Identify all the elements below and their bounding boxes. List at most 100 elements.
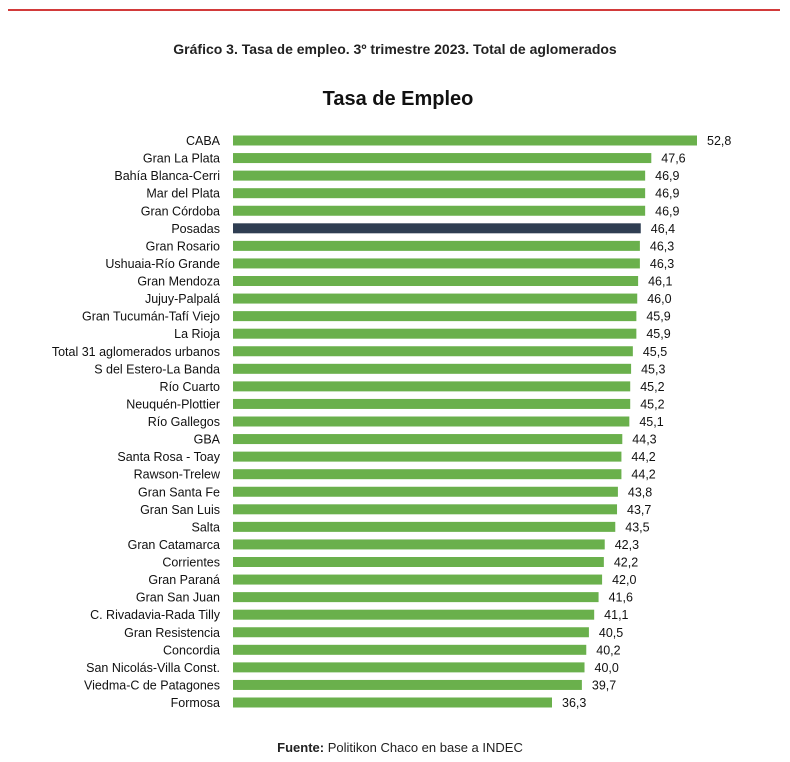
bar — [233, 679, 582, 690]
category-label: Corrientes — [162, 556, 220, 570]
bar — [233, 363, 632, 374]
value-label: 46,1 — [648, 275, 672, 289]
category-label: Posadas — [171, 222, 220, 236]
value-label: 46,9 — [655, 169, 679, 183]
figure-caption: Gráfico 3. Tasa de empleo. 3º trimestre … — [173, 41, 617, 57]
category-label: Santa Rosa - Toay — [117, 450, 220, 464]
value-label: 43,8 — [628, 485, 652, 499]
bar — [233, 644, 587, 655]
value-label: 45,9 — [646, 327, 670, 341]
value-label: 40,2 — [596, 643, 620, 657]
bar — [233, 451, 622, 462]
bar — [233, 609, 595, 620]
category-label: Jujuy-Palpalá — [145, 292, 220, 306]
value-label: 44,2 — [631, 450, 655, 464]
category-label: Total 31 aglomerados urbanos — [52, 345, 220, 359]
value-label: 45,9 — [646, 310, 670, 324]
source-label: Fuente: — [277, 740, 325, 755]
category-label: San Nicolás-Villa Const. — [86, 661, 220, 675]
category-label: Río Gallegos — [148, 415, 220, 429]
category-label: Gran Córdoba — [141, 204, 220, 218]
value-label: 39,7 — [592, 678, 616, 692]
bar — [233, 346, 633, 357]
value-label: 45,3 — [641, 362, 665, 376]
category-label: Bahía Blanca-Cerri — [114, 169, 220, 183]
category-label: Río Cuarto — [160, 380, 220, 394]
bar — [233, 153, 652, 164]
category-label: Concordia — [163, 643, 220, 657]
value-label: 41,1 — [604, 608, 628, 622]
value-label: 40,5 — [599, 626, 623, 640]
value-label: 45,1 — [639, 415, 663, 429]
value-label: 43,5 — [625, 520, 649, 534]
category-label: Salta — [192, 520, 221, 534]
value-label: 41,6 — [609, 591, 633, 605]
category-label: Gran La Plata — [143, 152, 220, 166]
value-label: 42,0 — [612, 573, 636, 587]
bar — [233, 205, 646, 216]
category-label: Gran Tucumán-Tafí Viejo — [82, 310, 220, 324]
bar — [233, 293, 638, 304]
category-label: Gran Mendoza — [137, 275, 220, 289]
source-text: Politikon Chaco en base a INDEC — [327, 740, 523, 755]
bar — [233, 504, 618, 515]
value-label: 52,8 — [707, 134, 731, 148]
value-label: 46,0 — [647, 292, 671, 306]
bar — [233, 135, 697, 146]
top-rule — [8, 9, 780, 11]
category-label: Gran Catamarca — [128, 538, 220, 552]
value-label: 44,3 — [632, 433, 656, 447]
bar — [233, 469, 622, 480]
bar — [233, 240, 640, 251]
category-label: Gran Resistencia — [124, 626, 220, 640]
bar — [233, 627, 589, 638]
value-label: 46,4 — [651, 222, 675, 236]
bar — [233, 521, 616, 532]
bar — [233, 223, 641, 234]
source-note: Fuente: Politikon Chaco en base a INDEC — [0, 740, 790, 755]
bar — [233, 328, 637, 339]
category-label: Viedma-C de Patagones — [84, 678, 220, 692]
value-label: 46,3 — [650, 239, 674, 253]
bar — [233, 697, 552, 708]
category-label: Gran San Juan — [136, 591, 220, 605]
category-label: GBA — [194, 433, 221, 447]
value-label: 44,2 — [631, 468, 655, 482]
bar — [233, 434, 623, 445]
category-label: CABA — [186, 134, 221, 148]
bar — [233, 662, 585, 673]
value-label: 47,6 — [661, 152, 685, 166]
bar — [233, 592, 599, 603]
bar — [233, 486, 618, 497]
category-label: Ushuaia-Río Grande — [105, 257, 220, 271]
category-label: C. Rivadavia-Rada Tilly — [90, 608, 221, 622]
bar — [233, 258, 640, 269]
value-label: 46,9 — [655, 204, 679, 218]
value-label: 45,2 — [640, 380, 664, 394]
category-label: Gran San Luis — [140, 503, 220, 517]
value-label: 46,3 — [650, 257, 674, 271]
category-label: La Rioja — [174, 327, 220, 341]
category-label: Formosa — [171, 696, 220, 710]
bar — [233, 416, 630, 427]
bar — [233, 276, 639, 286]
bar — [233, 170, 646, 181]
category-label: Neuquén-Plottier — [126, 397, 220, 411]
bar — [233, 311, 637, 322]
category-label: Gran Santa Fe — [138, 485, 220, 499]
value-label: 45,2 — [640, 397, 664, 411]
category-label: S del Estero-La Banda — [94, 362, 220, 376]
chart-title: Tasa de Empleo — [322, 88, 474, 110]
bars-group: CABA 52,8 Gran La Plata 47,6 Bahía Blanca-Ce… — [52, 134, 732, 710]
category-label: Gran Rosario — [146, 239, 220, 253]
value-label: 36,3 — [562, 696, 586, 710]
value-label: 43,7 — [627, 503, 651, 517]
value-label: 40,0 — [595, 661, 619, 675]
bar — [233, 557, 604, 567]
bar — [233, 574, 603, 585]
category-label: Mar del Plata — [146, 187, 220, 201]
value-label: 42,3 — [615, 538, 639, 552]
bar — [233, 398, 631, 409]
bar — [233, 381, 631, 392]
